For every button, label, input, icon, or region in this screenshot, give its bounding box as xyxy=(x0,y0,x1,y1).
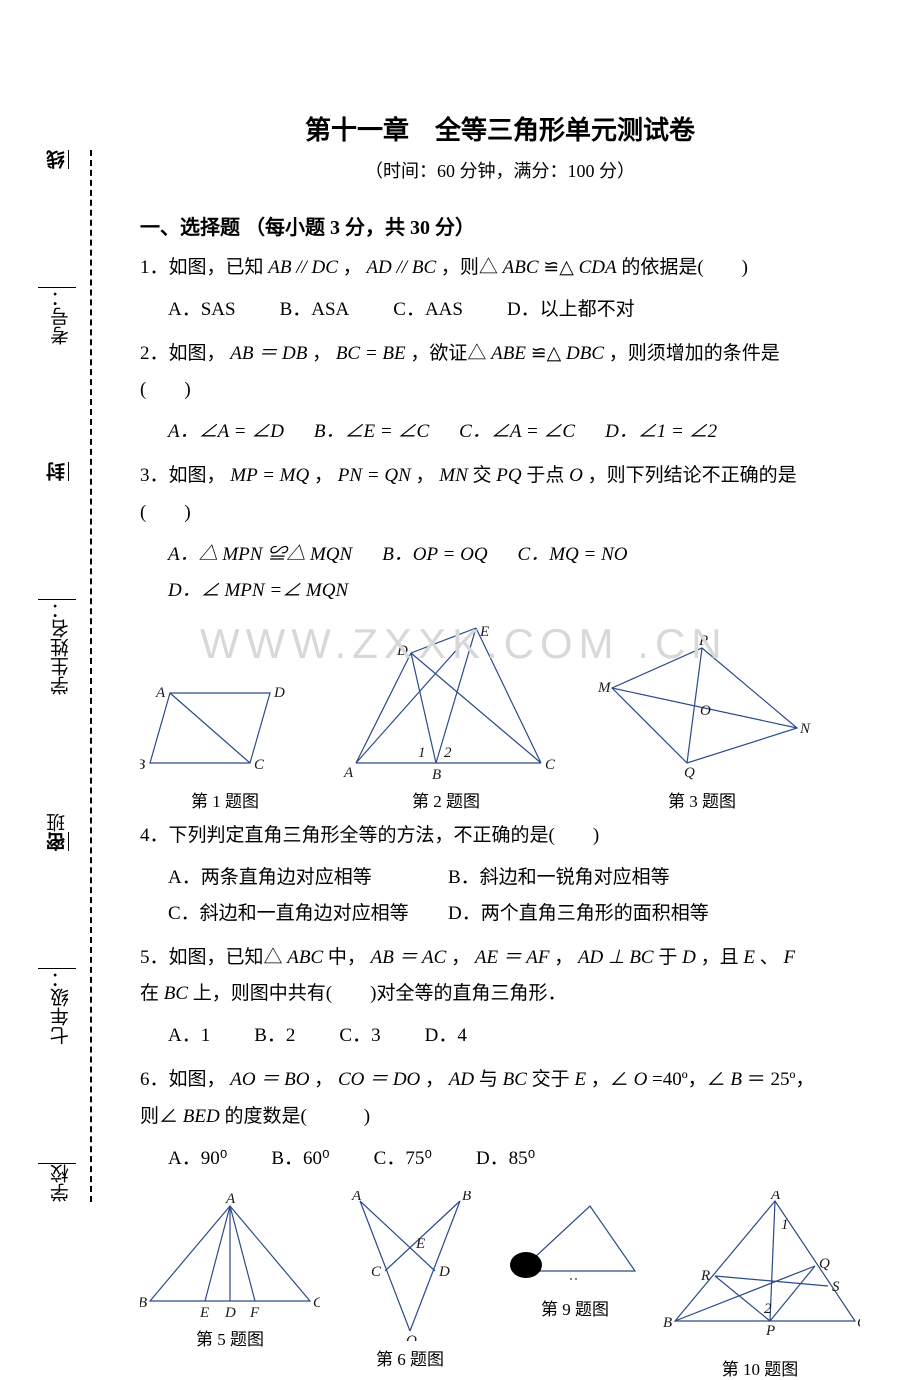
figure-1: A D B C 第 1 题图 xyxy=(140,663,310,812)
figure-1-svg: A D B C xyxy=(140,663,310,783)
figure-2: A B C D E 1 2 第 2 题图 xyxy=(336,623,556,812)
binding-dash-line xyxy=(90,150,92,1202)
figures-row-1: A D B C 第 1 题图 A B C D E 1 2 第 2 题图 M N P Q O 第 3 题图 xyxy=(140,623,860,812)
svg-text:P: P xyxy=(765,1323,775,1339)
q6-stem: 6．如图， AO ＝ BO ， CO ＝ DO ， AD 与 BC 交于 E ，… xyxy=(140,1062,860,1134)
svg-text:D: D xyxy=(396,643,408,659)
svg-text:A: A xyxy=(351,1191,362,1204)
svg-text:P: P xyxy=(698,633,708,649)
svg-text:B: B xyxy=(462,1191,471,1204)
svg-text:C: C xyxy=(371,1264,382,1280)
figure-10-svg: A B C P R QS 1 2 xyxy=(660,1191,860,1341)
binding-name: 学生姓名： xyxy=(48,600,75,695)
figure-1-caption: 第 1 题图 xyxy=(191,787,259,812)
svg-text:R: R xyxy=(700,1268,710,1284)
q2-options: A．∠A = ∠D B．∠E = ∠C C．∠A = ∠C D．∠1 = ∠2 xyxy=(168,414,860,450)
svg-text:E: E xyxy=(479,624,489,640)
binding-seal-mi: 密 xyxy=(44,832,71,851)
q1-options: A．SAS B．ASA C．AAS D．以上都不对 xyxy=(168,292,860,328)
figure-10: A B C P R QS 1 2 第 10 题图 xyxy=(660,1191,860,1380)
svg-text:D: D xyxy=(273,685,285,701)
figure-10-caption: 第 10 题图 xyxy=(722,1355,799,1380)
binding-seal-feng: 封 xyxy=(44,462,71,481)
q1-stem: 1．如图，已知 AB // DC ， AD // BC ，则△ ABC ≌△ C… xyxy=(140,250,860,286)
svg-text:O: O xyxy=(700,703,711,719)
svg-text:2: 2 xyxy=(764,1301,772,1317)
figure-6-svg: O A B C DE xyxy=(330,1191,490,1341)
figure-6: O A B C DE 第 6 题图 xyxy=(330,1191,490,1370)
svg-text:A: A xyxy=(225,1191,236,1207)
svg-text:A: A xyxy=(155,685,166,701)
figure-2-svg: A B C D E 1 2 xyxy=(336,623,556,783)
svg-text:1: 1 xyxy=(418,745,426,761)
svg-text:1: 1 xyxy=(781,1217,789,1233)
figure-3-caption: 第 3 题图 xyxy=(668,787,736,812)
figure-9-svg xyxy=(500,1191,650,1291)
q5-stem: 5．如图，已知△ ABC 中， AB ＝ AC ， AE ＝ AF ， AD ⊥… xyxy=(140,940,860,1012)
svg-text:C: C xyxy=(254,757,265,773)
q2-stem: 2．如图， AB ＝ DB ， BC = BE ，欲证△ ABE ≌△ DBC … xyxy=(140,336,860,408)
q4-options: A．两条直角边对应相等B．斜边和一锐角对应相等 C．斜边和一直角边对应相等D．两… xyxy=(168,860,860,932)
section-1-header: 一、选择题 （每小题 3 分，共 30 分） xyxy=(140,211,860,240)
figure-9-caption: 第 9 题图 xyxy=(541,1295,609,1320)
svg-text:A: A xyxy=(770,1191,781,1203)
figure-3-svg: M N P Q O xyxy=(592,633,812,783)
binding-seal-xian: 线 xyxy=(44,150,71,169)
svg-text:D: D xyxy=(224,1305,236,1321)
svg-text:B: B xyxy=(432,767,441,783)
svg-text:M: M xyxy=(597,680,612,696)
binding-class: 班 xyxy=(44,813,71,832)
svg-text:B: B xyxy=(140,757,145,773)
binding-school: 学校 xyxy=(48,1164,75,1202)
page: 学校 七年级： 密班 学生姓名： 封 考号： 线 第十一章 全等三角形单元测试卷… xyxy=(0,0,920,1302)
figure-9: 第 9 题图 xyxy=(500,1191,650,1320)
svg-text:S: S xyxy=(832,1279,840,1295)
binding-examno: 考号： xyxy=(48,288,75,345)
svg-text:B: B xyxy=(663,1315,672,1331)
figure-3: M N P Q O 第 3 题图 xyxy=(592,633,812,812)
q6-options: A．90⁰ B．60⁰ C．75⁰ D．85⁰ xyxy=(168,1141,860,1177)
svg-text:C: C xyxy=(313,1295,320,1311)
svg-text:Q: Q xyxy=(819,1256,830,1272)
svg-text:A: A xyxy=(343,765,354,781)
svg-text:E: E xyxy=(415,1236,425,1252)
svg-text:N: N xyxy=(799,721,811,737)
svg-text:D: D xyxy=(438,1264,450,1280)
binding-grade: 七年级： xyxy=(48,969,75,1045)
q3-options: A．△ MPN ≌△ MQN B．OP = OQ C．MQ = NO D．∠ M… xyxy=(168,537,860,609)
figure-6-caption: 第 6 题图 xyxy=(376,1345,444,1370)
figures-row-2: ABCEDF 第 5 题图 OABCDE 第 6 题图 第 9 题图 ABCPR… xyxy=(140,1191,860,1380)
q5-options: A．1 B．2 C．3 D．4 xyxy=(168,1018,860,1054)
svg-text:F: F xyxy=(249,1305,260,1321)
svg-text:O: O xyxy=(406,1333,417,1341)
figure-5-caption: 第 5 题图 xyxy=(196,1325,264,1350)
page-title: 第十一章 全等三角形单元测试卷 xyxy=(140,110,860,147)
binding-labels: 学校 七年级： 密班 学生姓名： 封 考号： 线 xyxy=(35,150,80,1202)
figure-5-svg: A B C EDF xyxy=(140,1191,320,1321)
svg-text:2: 2 xyxy=(444,745,452,761)
page-subtitle: （时间：60 分钟，满分：100 分） xyxy=(140,157,860,183)
q3-stem: 3．如图， MP = MQ ， PN = QN ， MN 交 PQ 于点 O ，… xyxy=(140,458,860,530)
svg-text:B: B xyxy=(140,1295,147,1311)
svg-text:Q: Q xyxy=(684,765,695,781)
figure-2-caption: 第 2 题图 xyxy=(412,787,480,812)
q4-stem: 4．下列判定直角三角形全等的方法，不正确的是( ) xyxy=(140,818,860,854)
figure-5: A B C EDF 第 5 题图 xyxy=(140,1191,320,1350)
svg-text:C: C xyxy=(857,1315,860,1331)
svg-text:E: E xyxy=(199,1305,209,1321)
svg-text:C: C xyxy=(545,757,556,773)
